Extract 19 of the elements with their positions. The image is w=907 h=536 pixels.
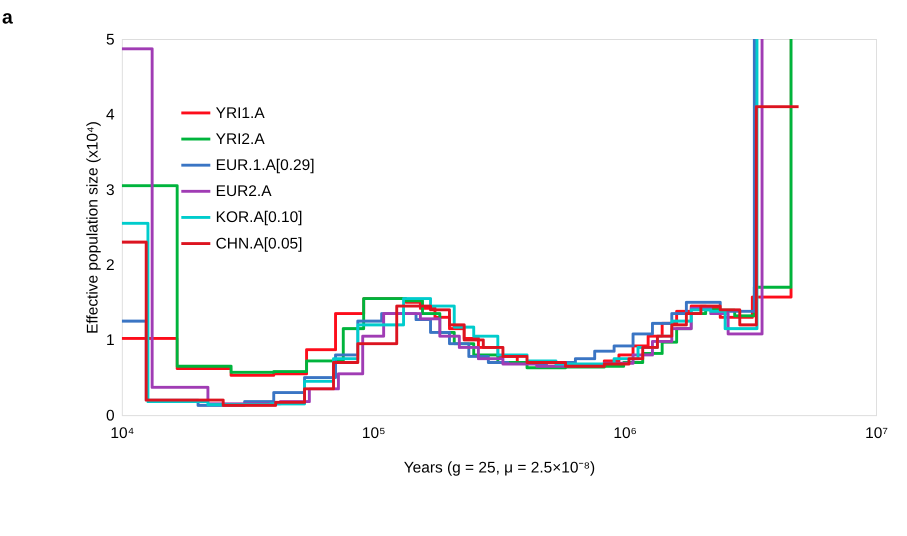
x-tick-label: 10⁷ bbox=[865, 424, 888, 442]
x-axis-title: Years (g = 25, μ = 2.5×10⁻⁸) bbox=[404, 460, 596, 477]
y-tick-label: 1 bbox=[106, 332, 115, 350]
y-tick-label: 3 bbox=[106, 182, 115, 199]
chart-title: a bbox=[2, 8, 14, 29]
legend-label: YRI2.A bbox=[216, 130, 266, 148]
y-axis-title: Effective population size (x10⁴) bbox=[84, 121, 102, 334]
y-tick-label: 4 bbox=[106, 106, 115, 124]
legend-label: CHN.A[0.05] bbox=[216, 235, 302, 252]
x-tick-label: 10⁶ bbox=[613, 424, 637, 442]
legend-label: KOR.A[0.10] bbox=[216, 209, 302, 226]
legend-label: EUR.1.A[0.29] bbox=[216, 157, 315, 174]
x-tick-label: 10⁵ bbox=[362, 424, 386, 442]
legend-label: YRI1.A bbox=[216, 104, 266, 122]
legend-label: EUR2.A bbox=[216, 183, 272, 200]
y-tick-label: 5 bbox=[106, 31, 115, 48]
y-tick-label: 0 bbox=[106, 407, 115, 424]
y-tick-label: 2 bbox=[106, 257, 115, 274]
x-tick-label: 10⁴ bbox=[110, 424, 134, 442]
